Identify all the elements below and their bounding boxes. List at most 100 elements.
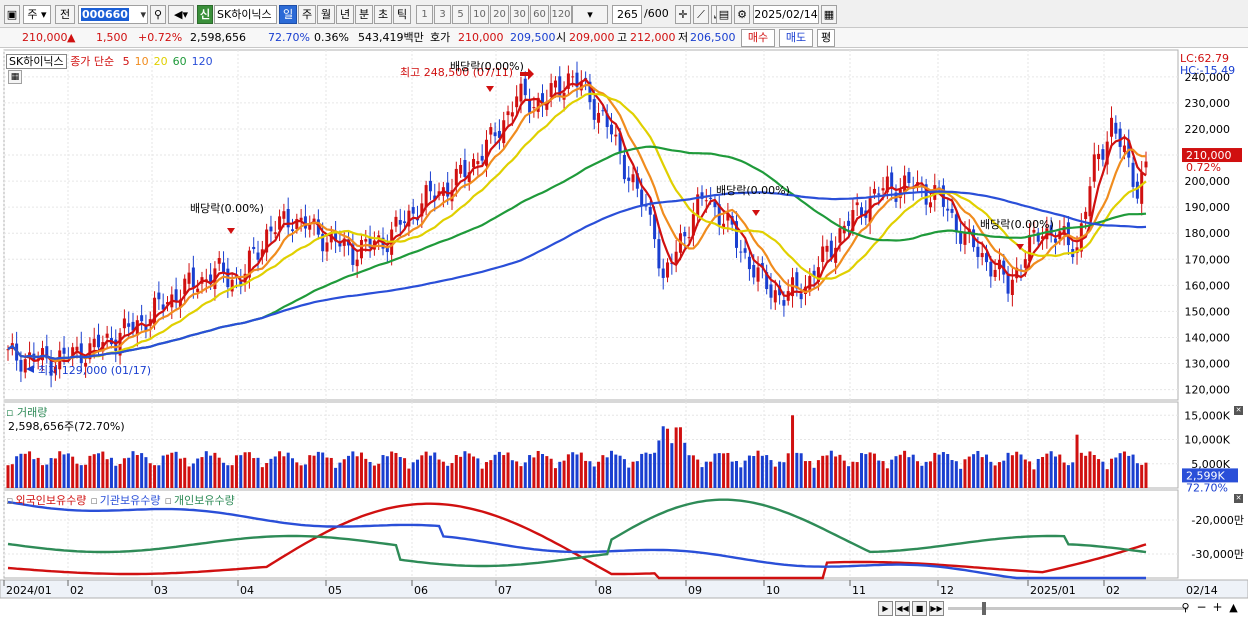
- zoom-slider[interactable]: [948, 607, 1188, 610]
- count-input[interactable]: 265: [612, 5, 642, 24]
- x-axis-label: 11: [852, 584, 866, 597]
- search-icon[interactable]: ⚲: [150, 5, 166, 24]
- rewind-icon[interactable]: ◀◀: [895, 601, 910, 616]
- holding-line-1: [7, 500, 1146, 580]
- legend-stock-name[interactable]: SK하이닉스: [6, 54, 67, 69]
- volume-bar: [1041, 457, 1045, 488]
- interval-tab-1[interactable]: 3: [434, 5, 451, 24]
- market-select[interactable]: 주 ▾: [23, 5, 51, 24]
- crosshair-icon[interactable]: ✛: [675, 5, 691, 24]
- interval-tab-3[interactable]: 10: [470, 5, 489, 24]
- sell-button[interactable]: 매도: [779, 29, 813, 47]
- volume-bar: [791, 415, 795, 488]
- change-percent: +0.72%: [138, 31, 183, 44]
- ma-legend-2[interactable]: 20: [153, 55, 168, 68]
- volume-bar: [588, 461, 592, 488]
- volume-bar: [295, 462, 299, 488]
- volume-bar: [566, 454, 570, 488]
- volume-bar: [282, 456, 286, 488]
- x-axis-label: 2024/01: [6, 584, 52, 597]
- period-tab-3[interactable]: 년: [336, 5, 354, 24]
- chart-canvas[interactable]: 240,000 230,000 220,000 210,000 200,000 190,0…: [0, 48, 1248, 621]
- period-tab-4[interactable]: 분: [355, 5, 373, 24]
- candle-body: [1131, 162, 1135, 187]
- holding-close-icon[interactable]: ✕: [1234, 494, 1243, 503]
- new-button[interactable]: 신: [197, 5, 213, 24]
- ma-legend-4[interactable]: 120: [191, 55, 213, 68]
- evaluate-button[interactable]: 평: [817, 29, 835, 47]
- maximize-icon[interactable]: ▲: [1229, 601, 1238, 614]
- volume-bar: [32, 459, 36, 488]
- interval-tab-2[interactable]: 5: [452, 5, 469, 24]
- price-tick-label: 180,000: [1185, 227, 1231, 240]
- ma-legend-1[interactable]: 10: [134, 55, 149, 68]
- minus-icon[interactable]: −: [1196, 600, 1207, 614]
- period-tab-2[interactable]: 월: [317, 5, 335, 24]
- holding-series-1[interactable]: 기관보유수량: [99, 494, 161, 507]
- candle-body: [519, 83, 523, 102]
- calendar-icon[interactable]: ▦: [821, 5, 837, 24]
- volume-bar: [510, 460, 514, 488]
- zoom-out-icon[interactable]: ⚲: [1181, 601, 1190, 614]
- holding-series-0[interactable]: 외국인보유수량: [15, 494, 87, 507]
- period-tab-1[interactable]: 주: [298, 5, 316, 24]
- interval-custom-select[interactable]: ▾: [572, 5, 608, 24]
- interval-tab-6[interactable]: 60: [530, 5, 549, 24]
- forward-icon[interactable]: ▶▶: [929, 601, 944, 616]
- x-axis-label: 05: [328, 584, 342, 597]
- volume-bar: [66, 453, 70, 488]
- candle-body: [575, 72, 579, 87]
- interval-tab-0[interactable]: 1: [416, 5, 433, 24]
- candle-body: [648, 207, 652, 215]
- buy-button[interactable]: 매수: [741, 29, 775, 47]
- candle-body: [45, 346, 49, 359]
- period-tab-6[interactable]: 틱: [393, 5, 411, 24]
- candle-body: [71, 347, 75, 356]
- ma-legend-3[interactable]: 60: [172, 55, 187, 68]
- volume-bar: [726, 452, 730, 488]
- volume-bar: [937, 454, 941, 488]
- draw-line-icon[interactable]: ⟋: [693, 5, 709, 24]
- candle-body: [265, 229, 269, 253]
- gear-icon[interactable]: ⚙: [734, 5, 750, 24]
- volume-bar: [101, 451, 105, 488]
- volume-close-icon[interactable]: ✕: [1234, 406, 1243, 415]
- prev-button[interactable]: 전: [55, 5, 75, 24]
- scroll-right-icon[interactable]: ▶: [878, 601, 893, 616]
- x-axis-label: 02: [1106, 584, 1120, 597]
- interval-tab-4[interactable]: 20: [490, 5, 509, 24]
- stop-icon[interactable]: ■: [912, 601, 927, 616]
- speaker-icon[interactable]: ◀▾: [168, 5, 194, 24]
- holding-series-2[interactable]: 개인보유수량: [173, 494, 235, 507]
- period-tab-5[interactable]: 초: [374, 5, 392, 24]
- candle-body: [75, 346, 79, 351]
- layout-icon[interactable]: ▣: [4, 5, 20, 24]
- candle-body: [515, 96, 519, 108]
- volume-bar: [1131, 454, 1135, 488]
- candle-body: [84, 362, 88, 367]
- candle-body: [1075, 247, 1079, 254]
- stock-chart[interactable]: 240,000 230,000 220,000 210,000 200,000 190,0…: [0, 48, 1248, 621]
- x-axis-label: 03: [154, 584, 168, 597]
- candle-body: [174, 289, 178, 303]
- save-icon[interactable]: ▤: [716, 5, 732, 24]
- candle-body: [821, 246, 825, 262]
- volume-bar: [816, 460, 820, 488]
- grid-icon[interactable]: ▦: [8, 70, 22, 84]
- period-tab-0[interactable]: 일: [279, 5, 297, 24]
- candle-body: [97, 334, 101, 348]
- candle-body: [286, 208, 290, 228]
- candle-body: [597, 112, 601, 123]
- zoom-slider-handle[interactable]: [982, 602, 986, 615]
- candle-body: [209, 274, 213, 285]
- ma-legend-0[interactable]: 5: [122, 55, 130, 68]
- plus-icon[interactable]: +: [1212, 600, 1223, 614]
- date-input[interactable]: 2025/02/14: [753, 5, 819, 24]
- stock-code-input[interactable]: 000660 ▾: [78, 5, 148, 24]
- volume-bar: [756, 450, 760, 488]
- volume-bar: [920, 465, 924, 488]
- candle-body: [834, 247, 838, 263]
- volume-bar: [118, 463, 122, 488]
- interval-tab-5[interactable]: 30: [510, 5, 529, 24]
- interval-tab-7[interactable]: 120: [550, 5, 572, 24]
